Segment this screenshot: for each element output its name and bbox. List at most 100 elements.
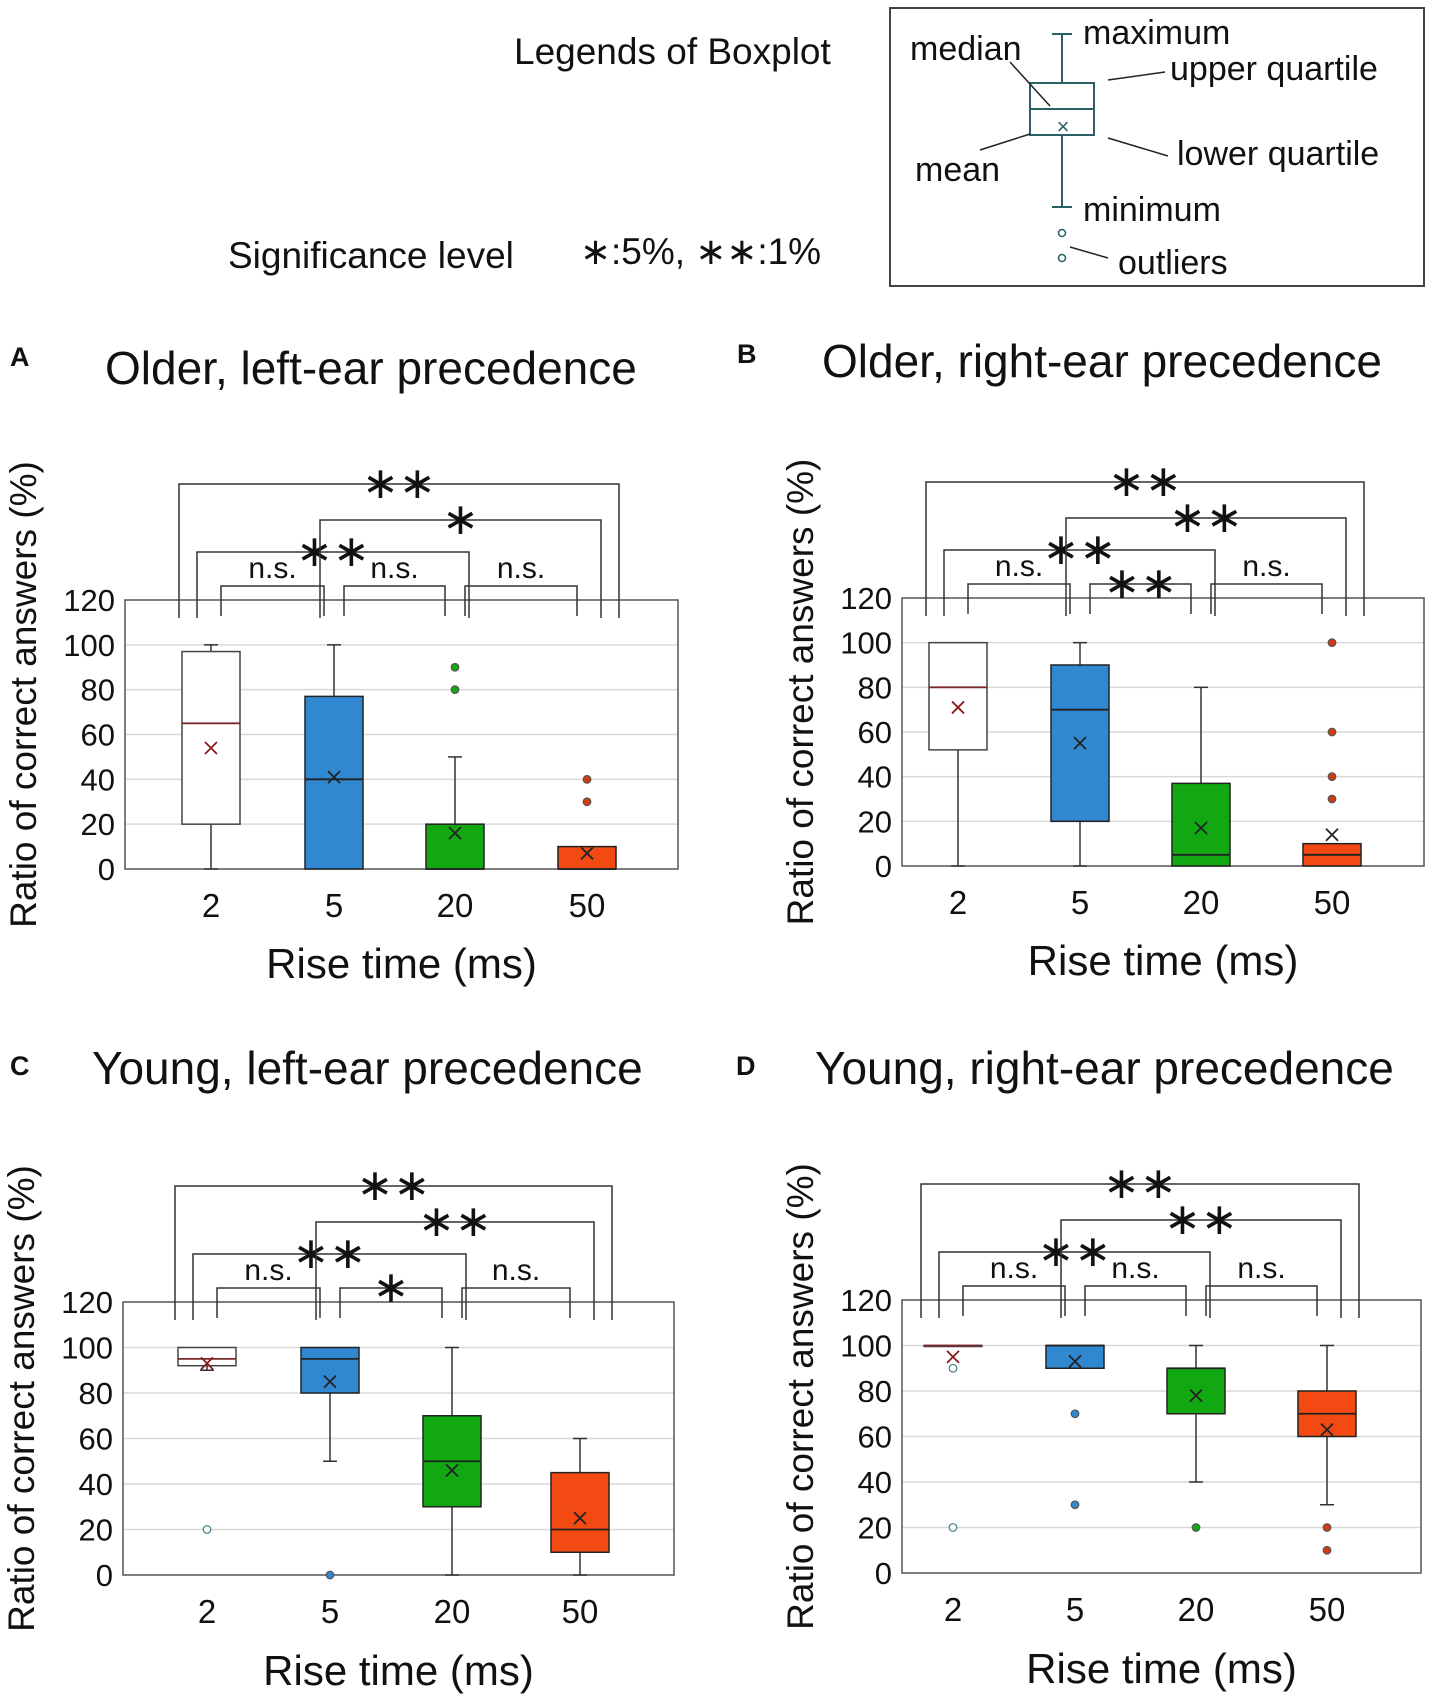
y-tick-label: 20 xyxy=(858,1511,892,1546)
outlier-point xyxy=(1327,727,1337,737)
x-tick-label: 20 xyxy=(437,887,474,924)
mean-marker xyxy=(1320,1423,1334,1437)
legend-mean-marker: × xyxy=(1057,114,1070,139)
significance-bracket xyxy=(319,519,602,618)
significance-label: ∗∗ xyxy=(293,1229,367,1278)
legend-label-mean: mean xyxy=(915,151,1000,189)
outlier-point xyxy=(1070,1500,1080,1510)
significance-label: ∗ xyxy=(373,1263,410,1312)
mean-marker xyxy=(445,1463,459,1477)
significance-label: ∗∗ xyxy=(1043,525,1117,574)
x-tick-label: 5 xyxy=(1066,1591,1084,1628)
legend-outliers-pointer xyxy=(1069,246,1109,259)
outlier-point xyxy=(202,1525,212,1534)
x-axis-label: Rise time (ms) xyxy=(1026,1645,1297,1692)
y-tick-label: 40 xyxy=(81,762,115,797)
box-20 xyxy=(422,1346,482,1576)
iqr-box xyxy=(181,650,241,825)
panel-letter: C xyxy=(10,1051,30,1081)
mean-marker xyxy=(323,1374,337,1389)
panel-c: C Young, left-ear precedence 0 20 40 60 80 100 1… xyxy=(1,1042,675,1694)
legend-upper-quartile-pointer xyxy=(1107,71,1166,81)
significance-label: n.s. xyxy=(497,552,545,585)
significance-bracket xyxy=(343,585,446,616)
y-axis-label: Ratio of correct answers (%) xyxy=(1,1165,42,1632)
mean-marker xyxy=(1068,1354,1082,1369)
y-tick-label: 100 xyxy=(61,1331,113,1366)
outlier-point xyxy=(325,1570,335,1580)
y-tick-label: 100 xyxy=(63,628,115,663)
mean-marker xyxy=(1073,736,1087,750)
significance-bracket xyxy=(192,1253,467,1320)
significance-label: ∗∗ xyxy=(1104,559,1178,608)
outlier-point xyxy=(582,774,592,784)
panel-a: A Older, left-ear precedence 0 20 40 60 80 100 1… xyxy=(3,342,679,987)
plot-frame xyxy=(122,1301,675,1576)
significance-bracket xyxy=(1210,583,1323,614)
significance-label: ∗∗ xyxy=(362,459,436,508)
panel-b: B Older, right-ear precedence 0 20 40 60 80 100… xyxy=(737,335,1425,984)
y-tick-label: 0 xyxy=(96,1558,113,1593)
significance-label: n.s. xyxy=(1111,1252,1159,1285)
legend-label-median: median xyxy=(910,30,1022,68)
x-axis-label: Rise time (ms) xyxy=(1028,937,1299,984)
mean-marker xyxy=(580,846,594,860)
panels: A Older, left-ear precedence0204060801001… xyxy=(1,335,1425,1694)
outlier-point xyxy=(1322,1545,1332,1555)
legend-label-outliers: outliers xyxy=(1118,244,1228,282)
plot-frame xyxy=(124,599,679,870)
outlier-point xyxy=(1327,794,1337,804)
y-tick-label: 20 xyxy=(858,804,892,839)
mean-marker xyxy=(951,700,965,715)
significance-bracket xyxy=(315,1221,595,1320)
y-tick-label: 120 xyxy=(61,1285,113,1320)
significance-bracket xyxy=(339,1287,443,1318)
significance-bracket xyxy=(464,585,578,616)
box-5 xyxy=(300,1346,360,1580)
box-5 xyxy=(304,644,364,870)
y-tick-label: 80 xyxy=(81,673,115,708)
iqr-box xyxy=(557,845,617,870)
significance-bracket xyxy=(178,483,620,618)
y-axis-label: Ratio of correct answers (%) xyxy=(780,459,821,926)
box-20 xyxy=(425,662,485,870)
significance-bracket xyxy=(1060,1219,1342,1318)
significance-bracket xyxy=(461,1287,571,1318)
significance-label: ∗∗ xyxy=(1164,1195,1238,1244)
significance-bracket xyxy=(1084,1285,1187,1316)
significance-label: n.s. xyxy=(1242,550,1290,583)
y-tick-label: 120 xyxy=(840,1283,892,1318)
significance-bracket xyxy=(1065,517,1347,616)
significance-bracket xyxy=(196,551,470,618)
x-tick-label: 2 xyxy=(202,887,220,924)
x-tick-label: 50 xyxy=(562,1593,599,1630)
iqr-box xyxy=(1171,782,1231,867)
y-tick-label: 100 xyxy=(840,626,892,661)
significance-bracket xyxy=(1205,1285,1318,1316)
iqr-box xyxy=(425,823,485,870)
mean-marker xyxy=(1325,828,1339,842)
x-tick-label: 50 xyxy=(569,887,606,924)
mean-marker xyxy=(1189,1388,1203,1403)
outlier-point xyxy=(1322,1523,1332,1532)
y-tick-label: 60 xyxy=(858,1420,892,1455)
outlier-point xyxy=(1191,1523,1201,1532)
significance-bracket xyxy=(938,1251,1211,1318)
y-tick-label: 80 xyxy=(858,670,892,705)
legend-label-minimum: minimum xyxy=(1083,191,1221,229)
outlier-point xyxy=(450,685,460,695)
legend-label-upper-quartile: upper quartile xyxy=(1170,50,1378,88)
significance-label: ∗ xyxy=(442,495,479,544)
mean-marker xyxy=(946,1350,960,1364)
y-tick-label: 40 xyxy=(858,1465,892,1500)
x-tick-label: 20 xyxy=(1178,1591,1215,1628)
outlier-point xyxy=(1327,638,1337,648)
x-axis-label: Rise time (ms) xyxy=(263,1647,534,1694)
box-5 xyxy=(1050,641,1110,867)
legend-frame xyxy=(889,7,1425,287)
significance-levels: ∗:5%, ∗∗:1% xyxy=(580,231,821,272)
legend-section: Legends of Boxplot × maximum median uppe… xyxy=(228,7,1425,287)
mean-marker xyxy=(448,826,462,840)
box-2 xyxy=(928,641,988,867)
box-2 xyxy=(177,1346,237,1534)
